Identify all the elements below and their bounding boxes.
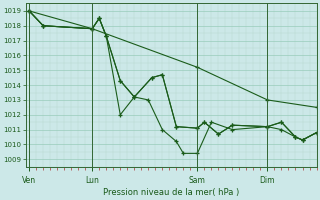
X-axis label: Pression niveau de la mer( hPa ): Pression niveau de la mer( hPa )	[103, 188, 239, 197]
